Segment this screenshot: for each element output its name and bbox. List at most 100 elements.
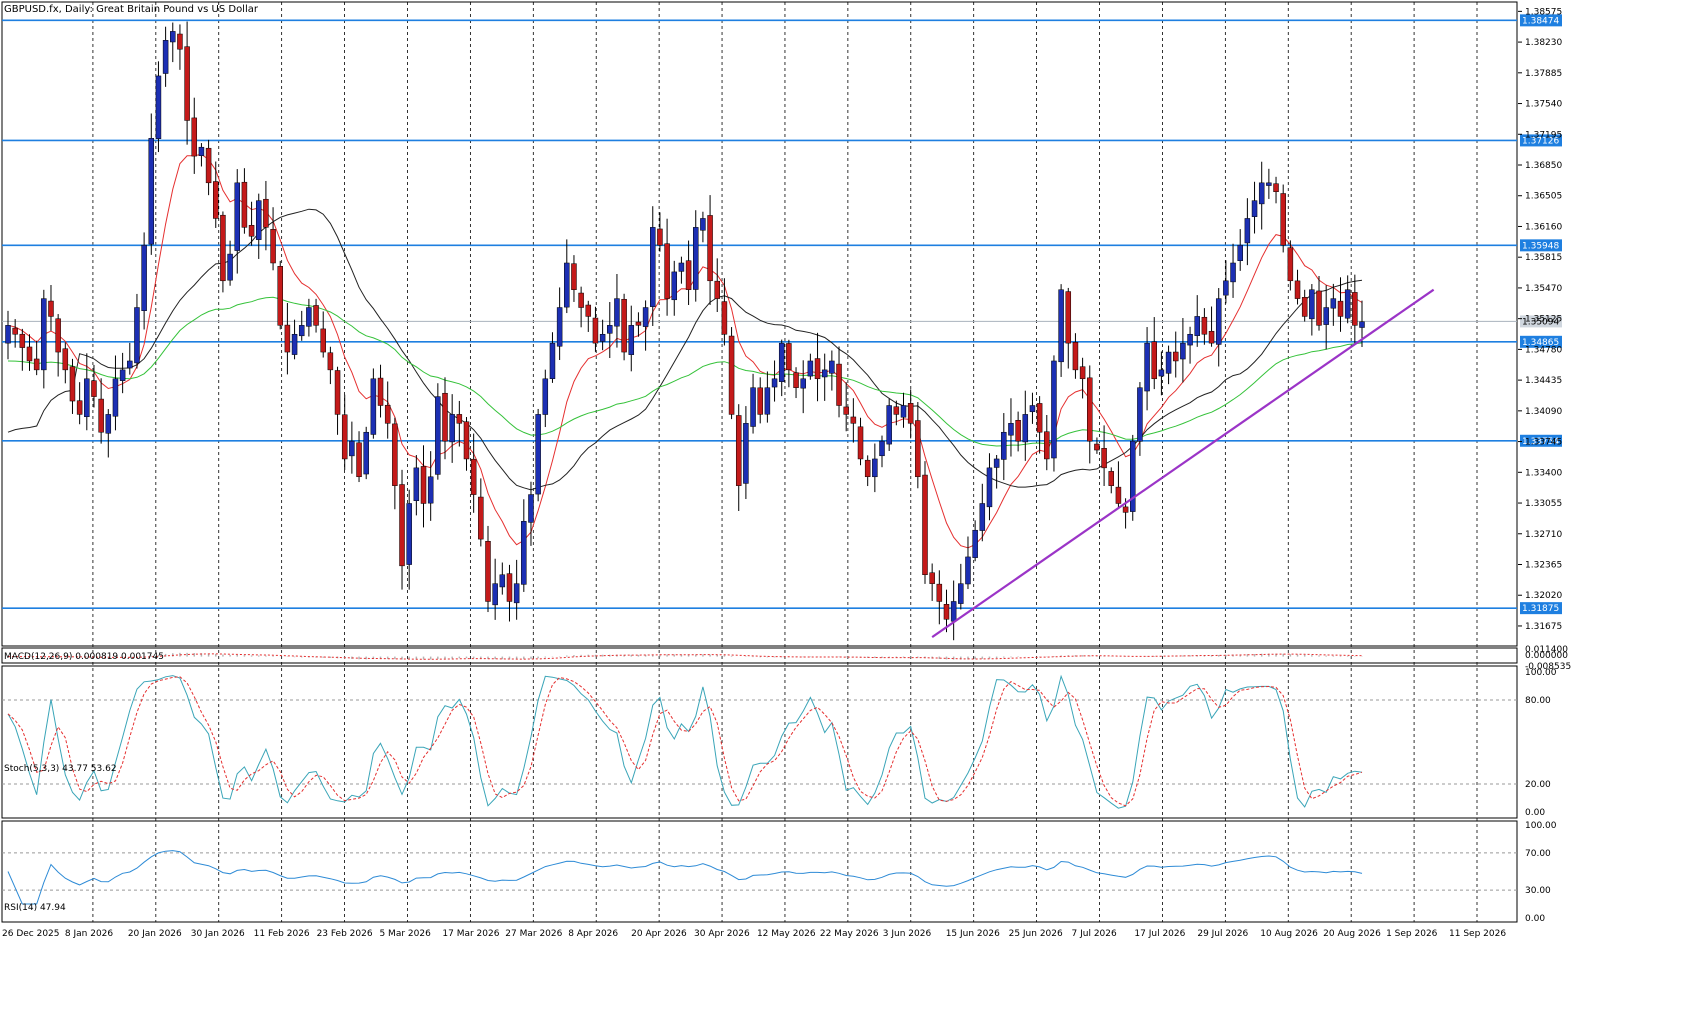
candle-body [384,404,391,424]
date-label: 20 Apr 2026 [631,929,687,939]
candle-body [1137,387,1143,442]
candle-body [678,262,685,272]
candle-body [463,421,470,460]
candle-body [872,458,878,478]
candle-body [1201,316,1208,335]
candle-body [1244,218,1251,244]
candle-body [864,459,871,478]
date-axis: 26 Dec 2025 8 Jan 2026 20 Jan 2026 30 Jan 2… [2,929,1506,939]
candle-body [227,253,233,281]
candle-body [829,360,835,374]
stoch-label: Stoch(5,3,3) 43.77 53.62 [4,764,117,774]
horizontal-levels[interactable]: 1.38474 1.37126 1.35948 1.34865 1.33754 1.318… [2,14,1562,615]
level-label: 1.37126 [1522,136,1559,146]
candle-body [922,474,928,575]
price-tick-label: 1.37885 [1525,69,1562,79]
price-tick-label: 1.36850 [1525,161,1562,171]
date-label: 3 Jun 2026 [883,929,932,939]
candle-body [492,583,498,606]
candle-body [1344,289,1351,319]
candle-body [599,333,606,342]
macd-tick: 0.011400 [1525,645,1568,655]
candlesticks [5,21,1365,641]
candle-body [170,31,176,43]
candle-body [499,574,506,588]
candle-body [1287,247,1294,282]
candle-body [205,147,212,184]
date-label: 29 Jul 2026 [1197,929,1248,939]
price-tick-label: 1.37195 [1525,130,1562,140]
candle-body [1144,342,1150,392]
candle-body [105,414,112,434]
candle-body [657,228,663,246]
candle-body [1036,403,1043,433]
candle-body [728,335,735,415]
candle-body [213,181,219,219]
candle-body [470,458,477,495]
candle-body [1065,291,1072,344]
stoch-tick: 20.00 [1525,780,1551,790]
candle-body [399,484,405,567]
candle-body [893,406,900,415]
candle-body [721,301,728,335]
price-tick-label: 1.38230 [1525,38,1562,48]
candle-body [1051,360,1057,459]
candle-body [26,346,33,362]
candle-body [1015,419,1021,442]
candle-body [420,466,427,504]
candle-body [1008,423,1014,436]
candle-body [1294,280,1301,299]
candle-body [771,378,778,388]
candle-body [220,214,226,282]
candle-body [564,262,570,308]
candle-body [1258,182,1265,205]
candle-body [1330,298,1337,309]
level-label: 1.34865 [1522,338,1559,348]
candle-body [950,601,957,622]
candle-body [1309,289,1315,320]
candle-body [284,324,291,353]
candle-body [929,572,935,584]
candle-body [413,467,420,501]
candle-body [313,305,319,326]
panel-frame-2 [1,665,1518,819]
candle-body [277,266,283,326]
candle-body [1115,486,1122,504]
candle-body [1022,414,1029,443]
candle-body [1108,471,1115,486]
date-label: 8 Apr 2026 [568,929,618,939]
candle-body [714,280,720,299]
candle-body [1251,200,1258,217]
candle-body [607,325,613,334]
date-label: 25 Jun 2026 [1009,929,1063,939]
candle-body [234,182,240,251]
trendline[interactable] [931,288,1435,638]
level-label-bg [1520,602,1562,615]
candle-body [76,400,83,415]
candle-body [850,416,857,424]
candle-body [1323,307,1329,325]
candle-body [406,503,412,565]
candle-body [41,298,47,371]
candle-body [1194,316,1200,336]
candle-body [521,521,527,585]
candle-body [1266,182,1272,186]
price-tick-label: 1.33400 [1525,468,1562,478]
candle-body [84,378,90,418]
candle-body [1087,377,1093,442]
candle-body [1172,351,1179,362]
candle-body [177,33,183,50]
candle-body [1273,183,1279,192]
ma-slow-line [7,296,1363,447]
candle-body [764,387,771,415]
candle-body [1072,342,1079,371]
price-tick-label: 1.32710 [1525,530,1562,540]
candle-body [556,307,563,347]
candle-body [664,243,670,299]
candle-body [5,325,11,344]
candle-body [965,556,971,585]
price-tick-label: 1.35125 [1525,315,1562,325]
